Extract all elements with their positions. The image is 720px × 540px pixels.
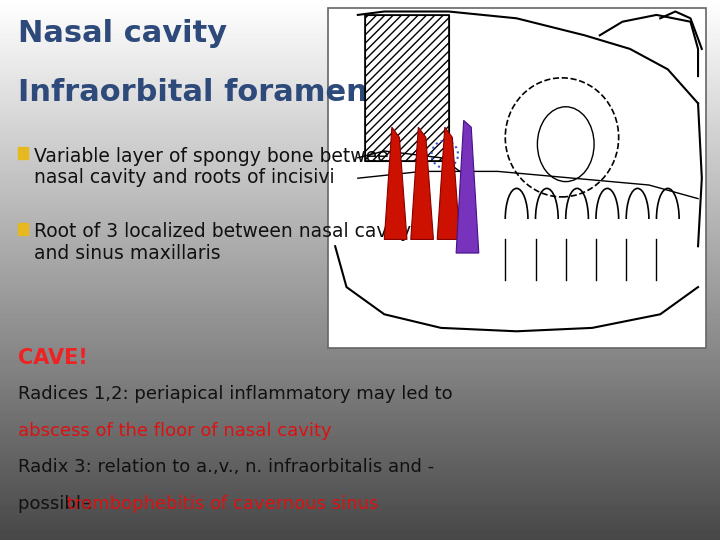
Text: nasal cavity and roots of incisivi: nasal cavity and roots of incisivi (34, 168, 335, 187)
Bar (18, 147, 28, 159)
Polygon shape (437, 127, 460, 239)
Text: Radices 1,2: periapical inflammatory may led to: Radices 1,2: periapical inflammatory may… (18, 385, 453, 403)
Bar (18, 223, 28, 235)
Text: Nasal cavity: Nasal cavity (18, 19, 227, 48)
Polygon shape (384, 127, 407, 239)
Text: possible: possible (18, 495, 98, 513)
Polygon shape (456, 120, 479, 253)
Text: Variable layer of spongy bone between: Variable layer of spongy bone between (34, 147, 400, 166)
Text: CAVE!: CAVE! (18, 348, 88, 368)
Bar (328, 8, 706, 348)
Text: Root of 3 localized between nasal cavity: Root of 3 localized between nasal cavity (34, 222, 411, 241)
Polygon shape (410, 127, 433, 239)
Text: and sinus maxillaris: and sinus maxillaris (34, 244, 220, 263)
Text: trombophebitis of cavernous sinus: trombophebitis of cavernous sinus (67, 495, 378, 513)
Text: abscess of the floor of nasal cavity: abscess of the floor of nasal cavity (18, 422, 332, 440)
Text: Radix 3: relation to a.,v., n. infraorbitalis and -: Radix 3: relation to a.,v., n. infraorbi… (18, 458, 434, 476)
Text: Infraorbital foramen: Infraorbital foramen (18, 78, 368, 107)
